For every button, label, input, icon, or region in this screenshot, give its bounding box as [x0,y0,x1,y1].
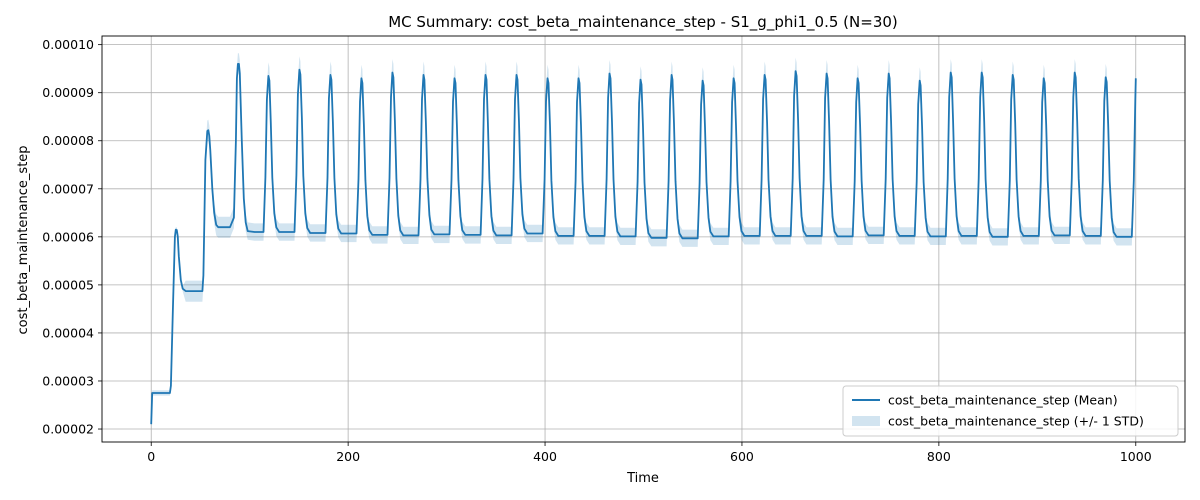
std-band-layer [151,53,1136,427]
legend-mean-label: cost_beta_maintenance_step (Mean) [888,393,1118,408]
plot-area: 0 200 400 600 800 1000 0.000020.000030.000040… [42,35,1186,464]
mean-line-layer [150,63,1137,425]
x-tick-label: 600 [730,449,754,464]
mean-line [150,63,1137,425]
y-tick-label: 0.00006 [42,229,94,244]
y-axis-ticks: 0.00002 0.00003 0.00004 0.00005 0.00006 0.000… [42,37,102,437]
y-tick-label: 0.00008 [42,133,94,148]
y-tick-label: 0.00007 [42,181,94,196]
legend: cost_beta_maintenance_step (Mean) cost_b… [842,385,1179,437]
y-tick-label: 0.00004 [42,325,94,340]
x-axis-ticks: 0 200 400 600 800 1000 [147,442,1152,464]
legend-box [842,385,1179,437]
y-tick-label: 0.00002 [42,422,94,437]
plot-frame [101,35,1186,443]
x-tick-label: 400 [533,449,557,464]
chart-title: MC Summary: cost_beta_maintenance_step -… [388,13,898,32]
y-tick-label: 0.00005 [42,277,94,292]
x-tick-label: 800 [927,449,951,464]
legend-std-swatch [852,416,880,426]
y-axis-label: cost_beta_maintenance_step [16,145,31,334]
x-axis-label: Time [626,471,659,486]
std-band [151,53,1136,427]
x-tick-label: 200 [336,449,360,464]
legend-std-label: cost_beta_maintenance_step (+/- 1 STD) [888,414,1144,429]
y-tick-label: 0.00010 [42,37,94,52]
y-tick-label: 0.00009 [42,85,94,100]
x-tick-label: 1000 [1120,449,1152,464]
y-tick-label: 0.00003 [42,373,94,388]
x-tick-label: 0 [147,449,155,464]
